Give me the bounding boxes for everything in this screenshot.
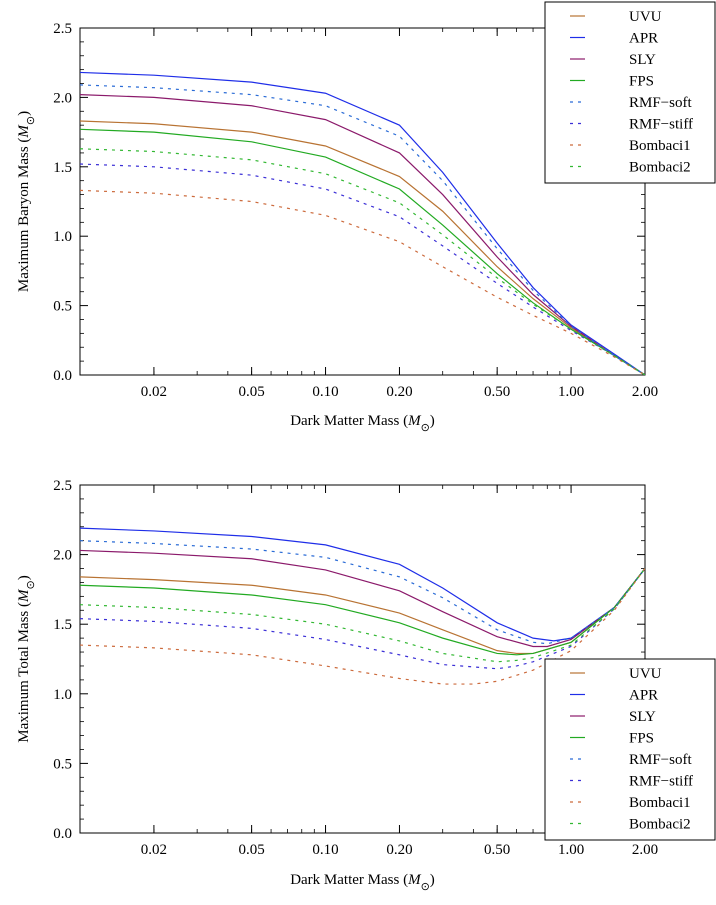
series-line-apr xyxy=(80,527,645,642)
series-line-uvu xyxy=(80,120,645,375)
total-mass-chart: 0.02 0.05 0.10 0.20 0.50 1.00 2.00 0.0 0.5 1.0 1.5… xyxy=(16,478,716,893)
x-tick-label: 0.10 xyxy=(312,384,338,400)
plot-frame xyxy=(79,27,646,376)
series-line-bombaci1 xyxy=(80,189,645,375)
x-tick-label: 0.02 xyxy=(141,842,167,858)
y-tick-label: 2.0 xyxy=(53,90,72,106)
x-tick-label: 0.02 xyxy=(141,384,167,400)
legend-label: UVU xyxy=(629,9,662,25)
legend-label: Bombaci2 xyxy=(629,160,691,176)
x-tick-label: 1.00 xyxy=(558,384,584,400)
series-line-fps xyxy=(80,128,645,375)
legend-label: APR xyxy=(629,31,658,47)
series-line-fps xyxy=(80,568,645,656)
legend-label: UVU xyxy=(629,666,662,682)
y-tick-label: 2.0 xyxy=(53,548,72,564)
x-axis-label: Dark Matter Mass (M⊙) xyxy=(290,413,435,434)
x-tick-label: 0.05 xyxy=(239,842,265,858)
x-tick-label: 2.00 xyxy=(632,384,658,400)
legend-label: Bombaci1 xyxy=(629,795,691,811)
y-tick-label: 2.5 xyxy=(53,21,72,37)
x-tick-label: 0.50 xyxy=(484,842,510,858)
legend-label: APR xyxy=(629,688,658,704)
y-tick-label: 0.0 xyxy=(53,826,72,842)
legend-label: RMF−stiff xyxy=(629,774,693,790)
legend-label: FPS xyxy=(629,74,654,90)
series-line-rmf-stiff xyxy=(80,163,645,375)
baryon-mass-chart: 0.02 0.05 0.10 0.20 0.50 1.00 2.00 0.0 0.5 1.0 1.5… xyxy=(16,1,716,434)
x-axis-label: Dark Matter Mass (M⊙) xyxy=(290,872,435,893)
x-tick-label: 0.10 xyxy=(312,842,338,858)
series-line-rmf-stiff xyxy=(80,568,645,670)
y-tick-label: 1.0 xyxy=(53,229,72,245)
x-tick-label: 1.00 xyxy=(558,842,584,858)
x-tick-label: 0.20 xyxy=(386,842,412,858)
x-tick-label: 0.20 xyxy=(386,384,412,400)
legend-box xyxy=(544,1,716,184)
y-tick-label: 0.0 xyxy=(53,368,72,384)
legend-box xyxy=(544,658,716,841)
y-axis-label: Maximum Baryon Mass (M⊙) xyxy=(16,111,37,292)
legend-label: Bombaci2 xyxy=(629,817,691,833)
y-tick-label: 0.5 xyxy=(53,756,72,772)
x-tick-label: 2.00 xyxy=(632,842,658,858)
series-line-sly xyxy=(80,549,645,648)
legend: UVU APR SLY FPS RMF−soft RMF−stiff Bombaci1 Bom… xyxy=(544,1,716,184)
legend: UVU APR SLY FPS RMF−soft RMF−stiff Bombaci1 Bom… xyxy=(544,658,716,841)
legend-label: Bombaci1 xyxy=(629,138,691,154)
series-line-apr xyxy=(80,71,645,375)
legend-label: RMF−soft xyxy=(629,95,692,111)
series-line-bombaci2 xyxy=(80,568,645,663)
y-axis-label: Maximum Total Mass (M⊙) xyxy=(16,575,37,742)
legend-label: FPS xyxy=(629,731,654,747)
y-tick-label: 1.5 xyxy=(53,160,72,176)
series-line-uvu xyxy=(80,568,645,655)
legend-label: SLY xyxy=(629,709,656,725)
y-tick-label: 0.5 xyxy=(53,299,72,315)
y-tick-label: 1.0 xyxy=(53,687,72,703)
legend-label: RMF−stiff xyxy=(629,117,693,133)
legend-label: RMF−soft xyxy=(629,752,692,768)
y-tick-label: 1.5 xyxy=(53,617,72,633)
series-line-rmf-soft xyxy=(80,84,645,375)
series-line-rmf-soft xyxy=(80,540,645,645)
y-tick-label: 2.5 xyxy=(53,478,72,494)
x-tick-label: 0.05 xyxy=(239,384,265,400)
x-tick-label: 0.50 xyxy=(484,384,510,400)
legend-label: SLY xyxy=(629,52,656,68)
